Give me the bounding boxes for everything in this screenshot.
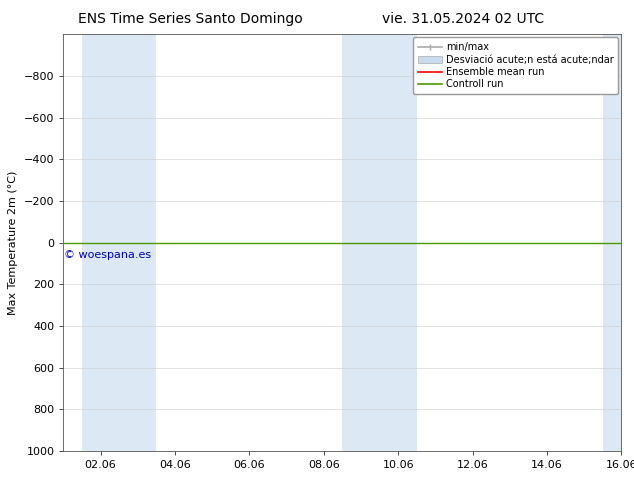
Text: vie. 31.05.2024 02 UTC: vie. 31.05.2024 02 UTC <box>382 12 544 26</box>
Bar <box>380 34 417 451</box>
Bar <box>119 34 157 451</box>
Bar <box>603 34 634 451</box>
Text: ENS Time Series Santo Domingo: ENS Time Series Santo Domingo <box>78 12 302 26</box>
Legend: min/max, Desviació acute;n está acute;ndar, Ensemble mean run, Controll run: min/max, Desviació acute;n está acute;nd… <box>413 37 618 94</box>
Bar <box>342 34 380 451</box>
Bar <box>82 34 119 451</box>
Y-axis label: Max Temperature 2m (°C): Max Temperature 2m (°C) <box>8 171 18 315</box>
Text: © woespana.es: © woespana.es <box>64 250 152 260</box>
